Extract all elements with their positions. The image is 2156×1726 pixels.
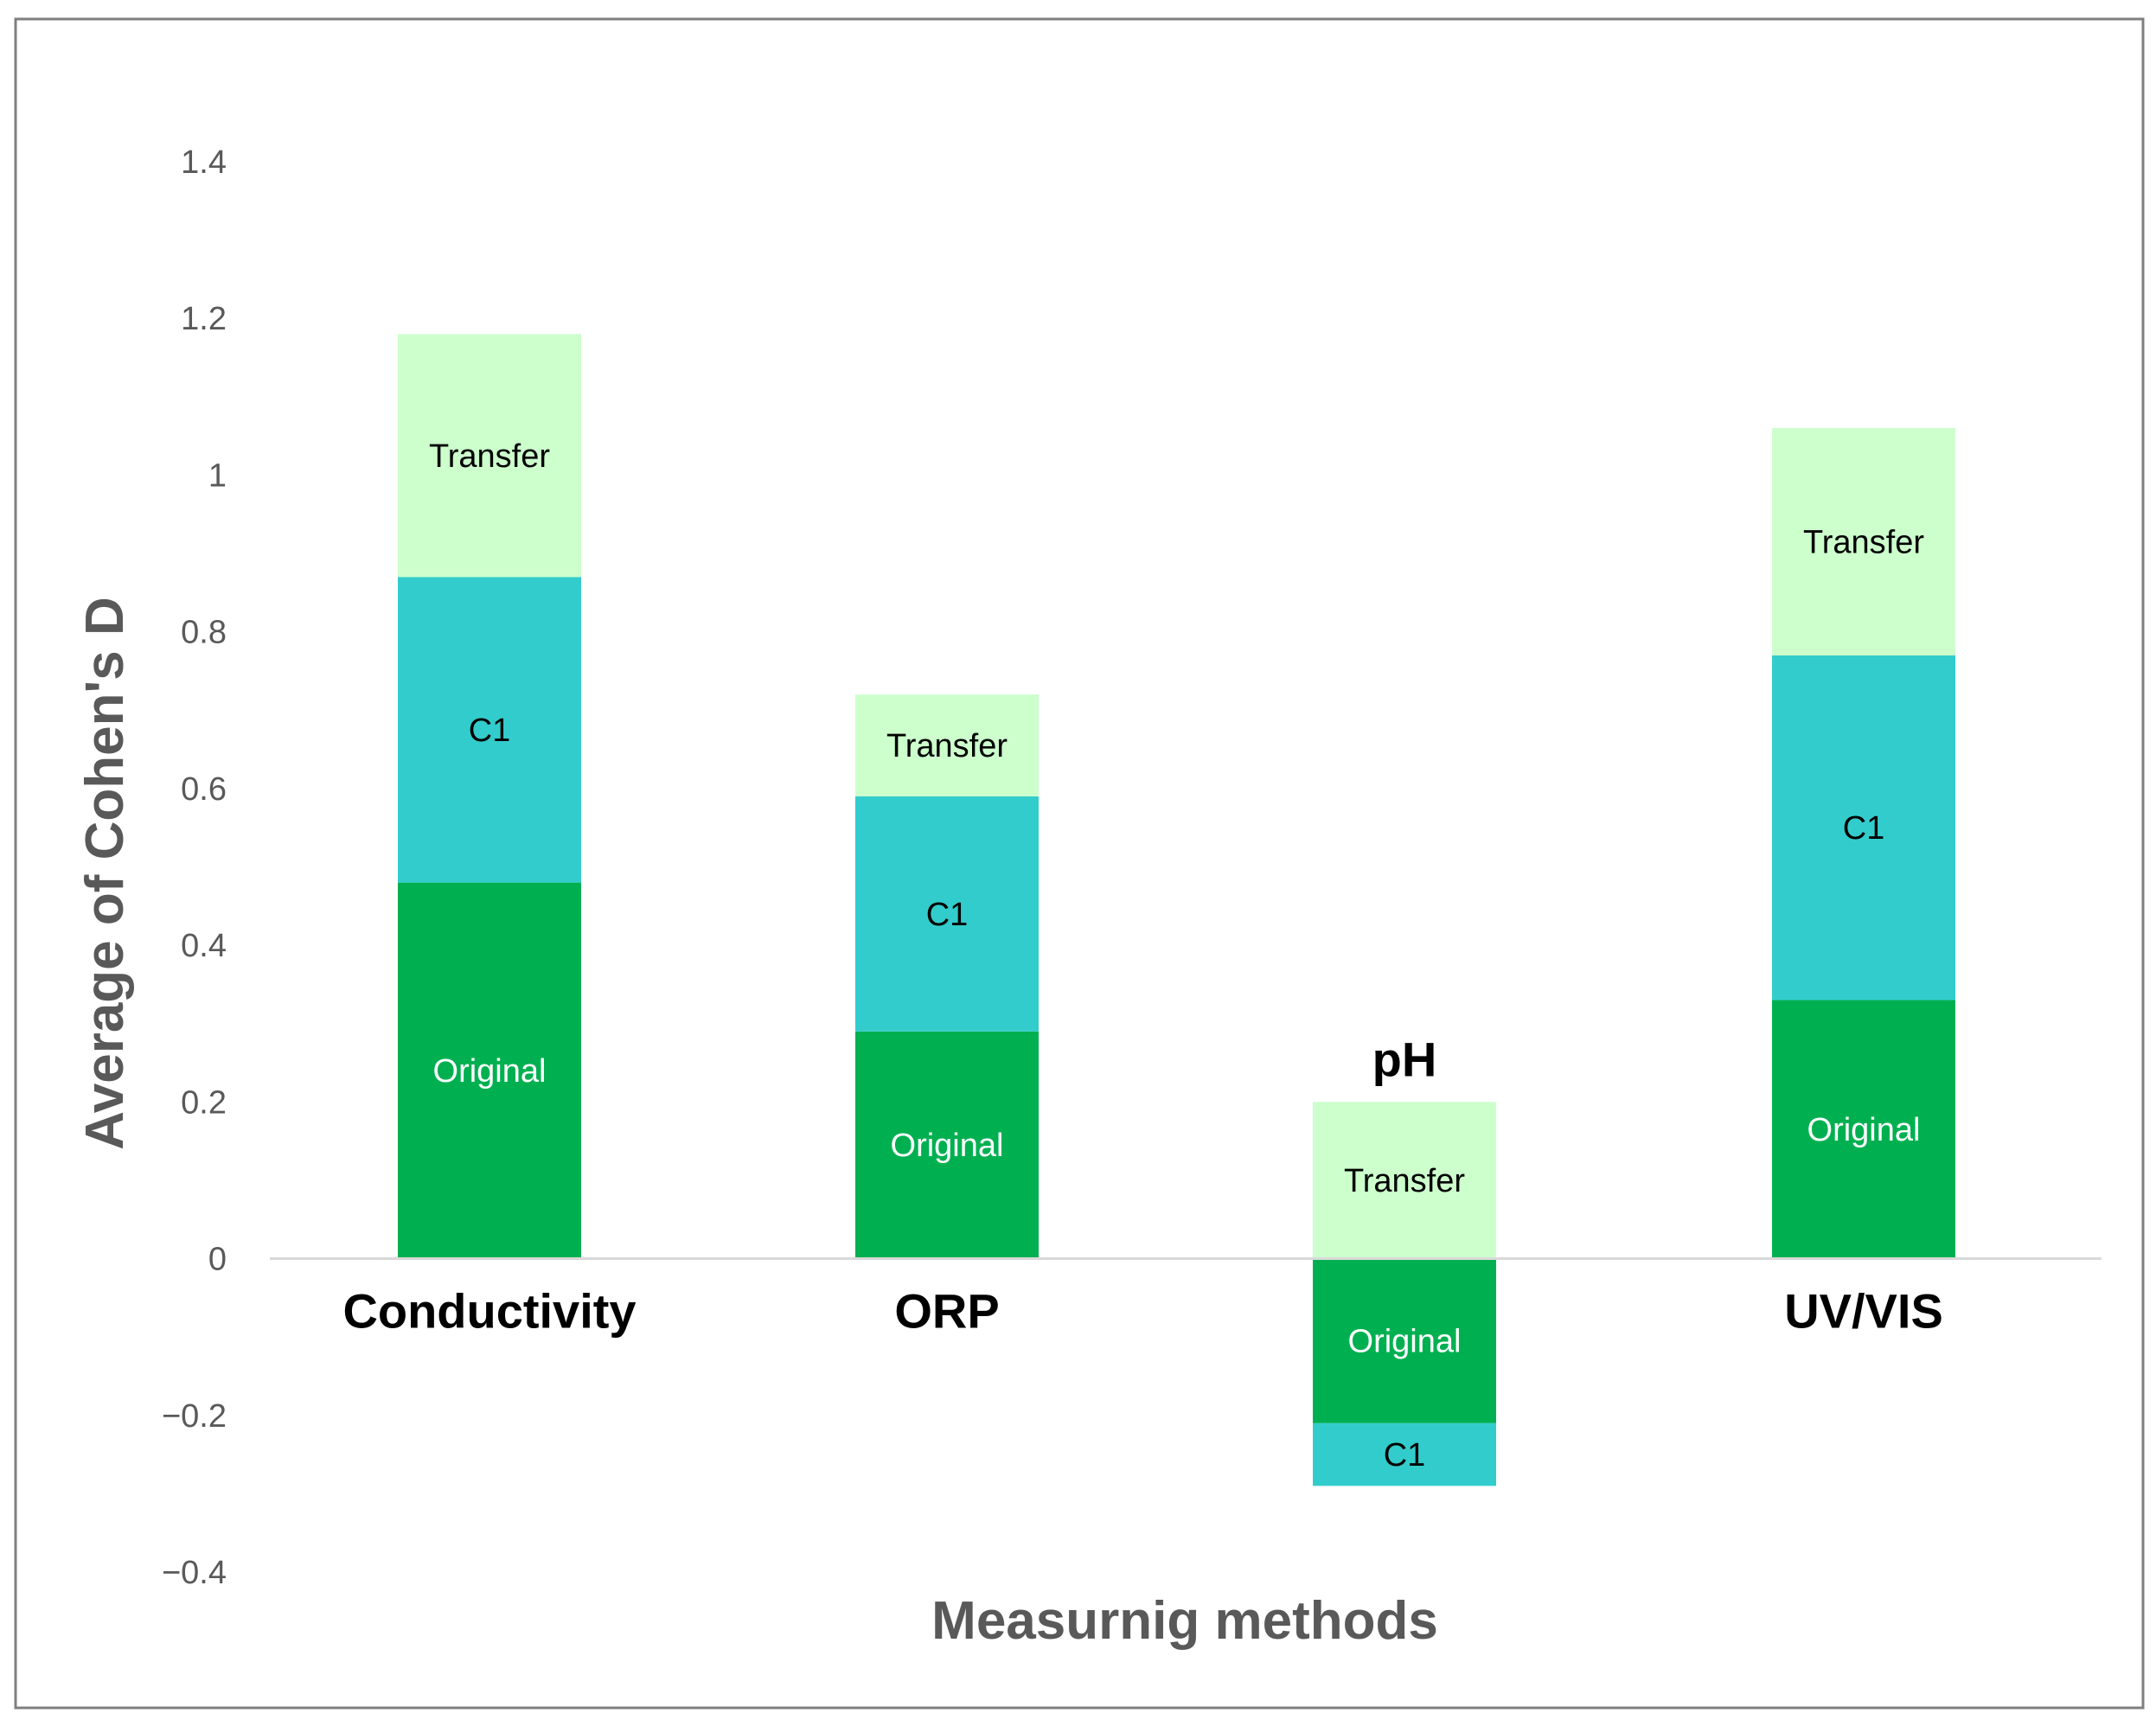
bar-segment-original [1313,1258,1496,1423]
x-category-label: pH [1372,1032,1437,1086]
y-axis-title: Average of Cohen's D [75,597,135,1149]
segment-label-transfer: Transfer [1344,1163,1465,1199]
x-category-label: ORP [894,1284,999,1339]
y-tick-label: 1 [208,457,227,494]
y-tick-label: −0.4 [162,1555,227,1591]
bar-segment-original [1772,1000,1955,1259]
y-tick-label: 0.6 [181,771,227,808]
segment-label-transfer: Transfer [429,438,550,475]
segment-labels-layer: Original C1 Transfer Original C1 Transfer Orig… [429,438,1924,1473]
y-tick-label: 0 [208,1242,227,1278]
y-tick-label: 1.4 [181,144,227,181]
bar-segment-transfer [398,334,581,578]
segment-label-original: Original [1807,1112,1921,1148]
y-tick-label: 0.2 [181,1084,227,1121]
segment-label-c1: C1 [1384,1437,1426,1473]
bar-segment-original [855,1031,1039,1259]
bar-segment-c1 [398,577,581,883]
y-tick-label: 0.4 [181,928,227,964]
x-category-label: Conductivity [342,1284,636,1339]
segment-label-transfer: Transfer [1803,524,1924,560]
bar-segment-transfer [1313,1102,1496,1259]
bar-segment-original [398,882,581,1259]
segment-label-original: Original [433,1053,547,1090]
segment-label-c1: C1 [469,713,511,749]
segment-label-transfer: Transfer [886,728,1008,764]
segment-label-c1: C1 [1843,810,1885,847]
x-category-label: UV/VIS [1784,1284,1943,1339]
x-axis-title: Measurnig methods [931,1591,1438,1651]
segment-label-original: Original [1348,1324,1462,1360]
bars-layer [398,334,1955,1486]
y-tick-label: 1.2 [181,301,227,337]
bar-segment-c1 [1313,1422,1496,1486]
y-tick-label: 0.8 [181,615,227,651]
bar-segment-transfer [1772,428,1955,655]
segment-label-original: Original [891,1128,1004,1164]
segment-label-c1: C1 [926,897,969,933]
x-axis-categories: Conductivity ORP pH UV/VIS [342,1032,1942,1338]
y-tick-label: −0.2 [162,1398,227,1435]
bar-segment-c1 [855,796,1039,1032]
y-axis-ticks: 1.4 1.2 1 0.8 0.6 0.4 0.2 0 −0.2 −0.4 [162,144,227,1591]
bar-segment-c1 [1772,655,1955,1000]
bar-segment-transfer [855,694,1039,796]
